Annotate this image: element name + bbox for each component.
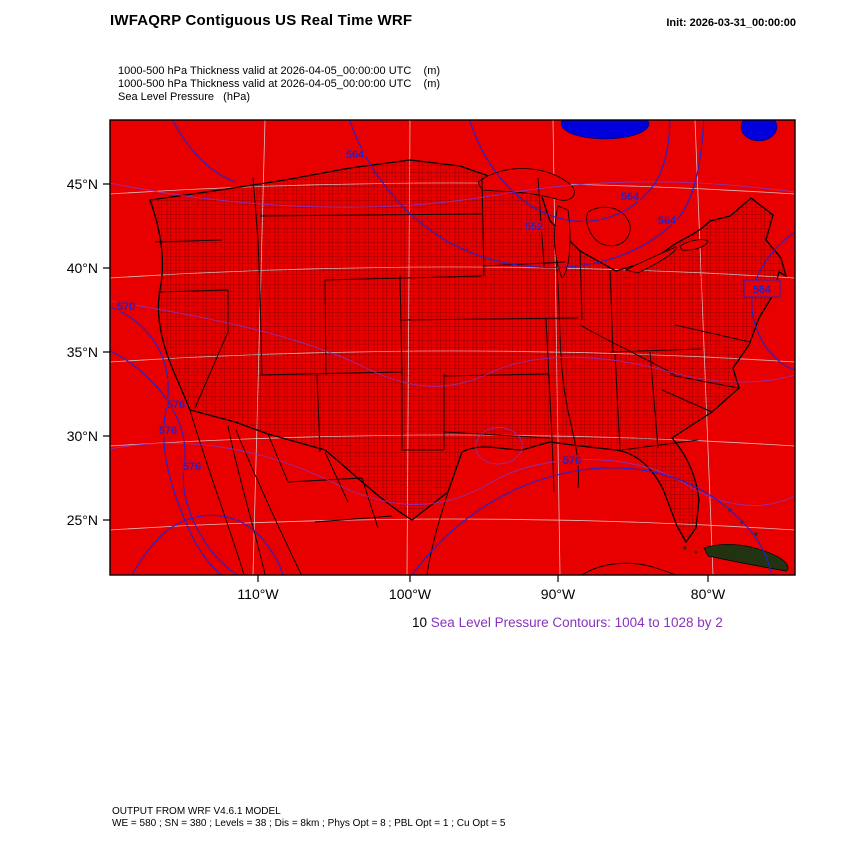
y-axis-tick-label: 25°N: [67, 512, 98, 528]
plot-frame: [109, 119, 796, 576]
county-mesh: [150, 160, 786, 542]
subtitle-thickness-1: 1000-500 hPa Thickness valid at 2026-04-…: [118, 65, 441, 77]
footer-model-line: OUTPUT FROM WRF V4.6.1 MODEL: [112, 806, 281, 817]
contour-label: 552: [525, 221, 543, 233]
init-time-label: Init: 2026-03-31_00:00:00: [666, 17, 796, 29]
lake-erie: [624, 246, 677, 274]
contour-label: 564: [346, 149, 365, 161]
x-axis-tick-label: 110°W: [237, 586, 279, 602]
page-title: IWFAQRP Contiguous US Real Time WRF: [110, 12, 413, 29]
contour-label: 564: [658, 215, 677, 227]
subtitle-slp: Sea Level Pressure (hPa): [118, 91, 251, 103]
contour-label: 570: [117, 301, 135, 313]
contour-label-box: [743, 279, 781, 298]
cuba-island: [703, 544, 789, 572]
x-axis-tick-label: 80°W: [691, 586, 726, 602]
x-axis-tick-label: 90°W: [541, 586, 576, 602]
lake-michigan: [554, 205, 571, 279]
lake-ontario: [679, 239, 709, 251]
y-axis-tick-label: 30°N: [67, 428, 98, 444]
thickness-contours: [110, 120, 795, 575]
map-plot: 564 552 564 564 564 570 576 576 576 576: [110, 120, 795, 575]
contour-label: 564: [621, 191, 640, 203]
slp-contour-caption: 10 Sea Level Pressure Contours: 1004 to …: [412, 615, 723, 630]
contour-label: 576: [183, 461, 201, 473]
y-axis-tick-label: 40°N: [67, 260, 98, 276]
y-axis-tick-label: 35°N: [67, 344, 98, 360]
mexico-borders: [189, 409, 677, 575]
contour-label: 576: [563, 455, 581, 467]
us-border: [149, 159, 788, 544]
contour-label: 576: [167, 399, 185, 411]
caption-prefix: 10: [412, 615, 428, 630]
slp-contours: [110, 181, 795, 506]
contour-label: 564: [753, 284, 772, 296]
footer-config-line: WE = 580 ; SN = 380 ; Levels = 38 ; Dis …: [112, 818, 506, 829]
x-axis-tick-label: 100°W: [389, 586, 432, 602]
lake-huron: [586, 206, 631, 247]
model-footer: OUTPUT FROM WRF V4.6.1 MODEL WE = 580 ; …: [112, 806, 505, 830]
cold-pool-patch: [560, 120, 778, 142]
subtitle-thickness-2: 1000-500 hPa Thickness valid at 2026-04-…: [118, 78, 441, 90]
contour-label: 576: [159, 425, 177, 437]
caption-text: Sea Level Pressure Contours: 1004 to 102…: [430, 615, 723, 630]
axis-ticks: [103, 183, 709, 582]
state-borders: [154, 177, 751, 493]
lake-superior: [477, 168, 575, 201]
map-figure: 564 552 564 564 564 570 576 576 576 576 …: [67, 119, 796, 602]
great-lakes: [477, 168, 709, 279]
field-subtitles: 1000-500 hPa Thickness valid at 2026-04-…: [118, 65, 440, 104]
y-axis-tick-label: 45°N: [67, 176, 98, 192]
